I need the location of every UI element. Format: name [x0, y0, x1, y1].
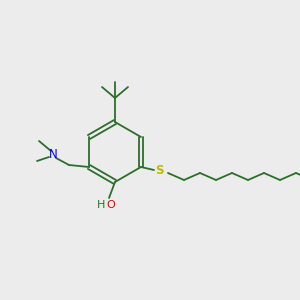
- Text: O: O: [106, 200, 115, 210]
- Text: S: S: [155, 164, 163, 178]
- Text: N: N: [49, 148, 57, 161]
- Text: H: H: [97, 200, 105, 210]
